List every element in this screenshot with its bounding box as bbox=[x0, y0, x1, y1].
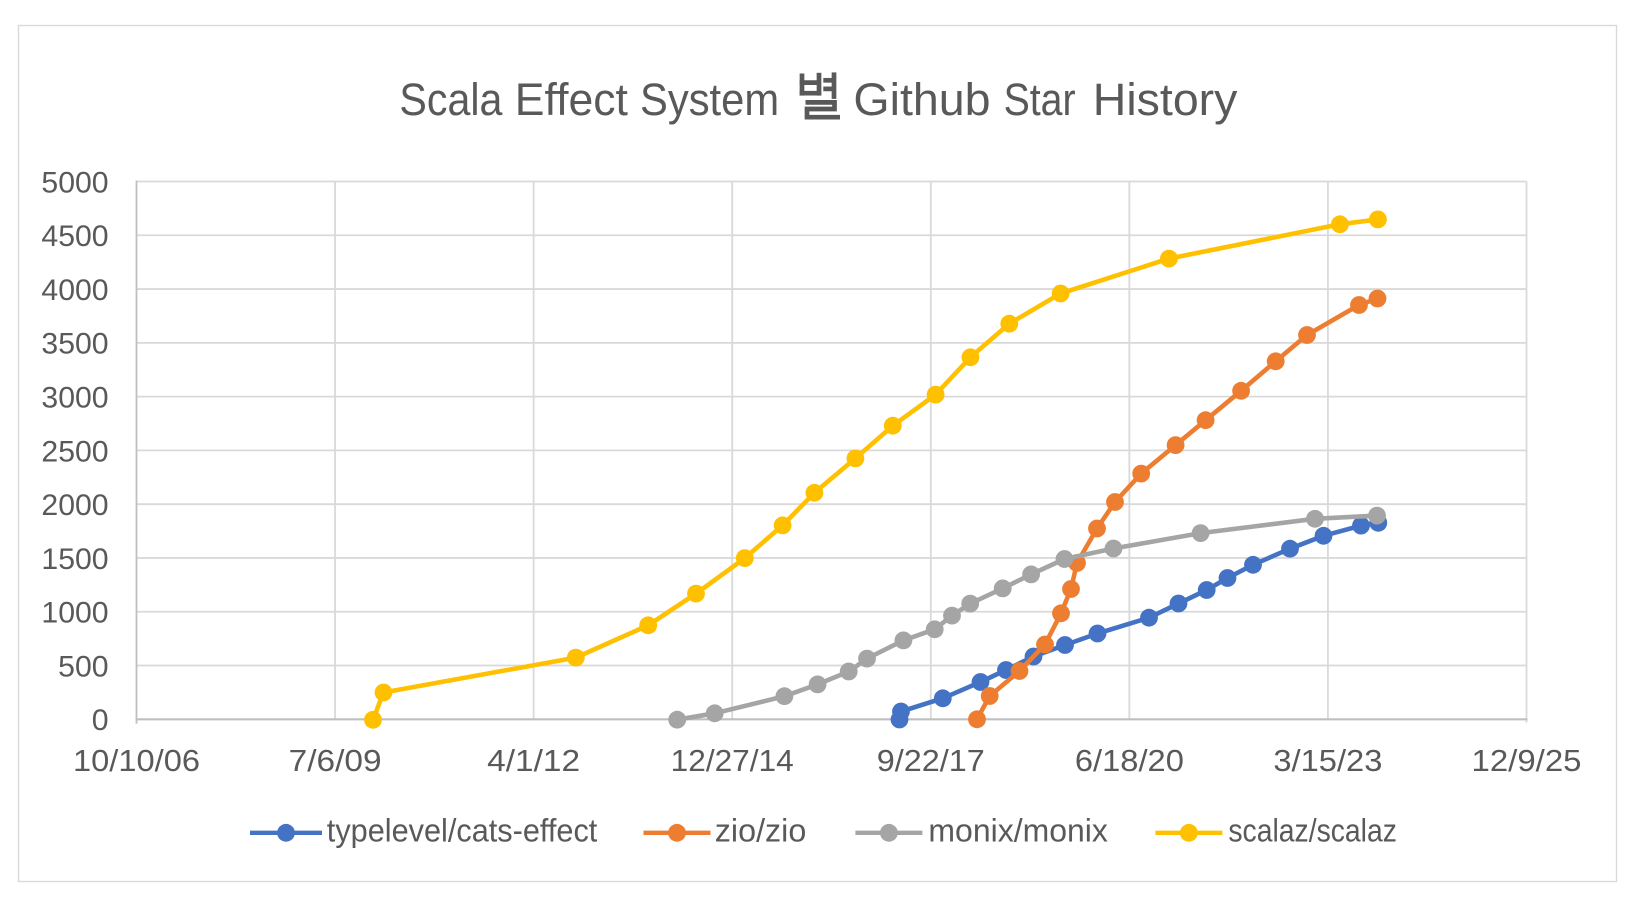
svg-text:6/18/20: 6/18/20 bbox=[1075, 743, 1184, 778]
svg-text:4/1/12: 4/1/12 bbox=[487, 743, 580, 778]
svg-text:2000: 2000 bbox=[41, 489, 108, 522]
svg-text:12/9/25: 12/9/25 bbox=[1472, 743, 1582, 778]
svg-text:3/15/23: 3/15/23 bbox=[1273, 743, 1382, 778]
svg-text:1000: 1000 bbox=[41, 597, 108, 630]
svg-text:System: System bbox=[640, 74, 779, 125]
svg-text:3500: 3500 bbox=[41, 328, 108, 361]
svg-text:scalaz/scalaz: scalaz/scalaz bbox=[1228, 813, 1397, 849]
svg-text:1500: 1500 bbox=[41, 543, 108, 576]
svg-text:monix/monix: monix/monix bbox=[928, 813, 1108, 849]
svg-text:typelevel/cats-effect: typelevel/cats-effect bbox=[327, 813, 598, 849]
svg-text:3000: 3000 bbox=[41, 382, 108, 415]
svg-text:Scala: Scala bbox=[399, 74, 503, 125]
svg-text:10/10/06: 10/10/06 bbox=[73, 743, 200, 778]
svg-text:Github: Github bbox=[853, 74, 990, 125]
svg-text:500: 500 bbox=[58, 650, 108, 683]
svg-text:zio/zio: zio/zio bbox=[715, 813, 807, 849]
svg-text:7/6/09: 7/6/09 bbox=[289, 743, 382, 778]
svg-text:Star: Star bbox=[1004, 74, 1076, 125]
svg-text:5000: 5000 bbox=[41, 166, 108, 199]
svg-text:0: 0 bbox=[92, 704, 109, 737]
svg-text:Effect: Effect bbox=[515, 74, 629, 125]
svg-text:History: History bbox=[1093, 74, 1238, 125]
svg-text:12/27/14: 12/27/14 bbox=[671, 743, 794, 778]
svg-text:4500: 4500 bbox=[41, 220, 108, 253]
svg-text:2500: 2500 bbox=[41, 435, 108, 468]
svg-text:4000: 4000 bbox=[41, 274, 108, 307]
svg-text:9/22/17: 9/22/17 bbox=[877, 743, 985, 778]
